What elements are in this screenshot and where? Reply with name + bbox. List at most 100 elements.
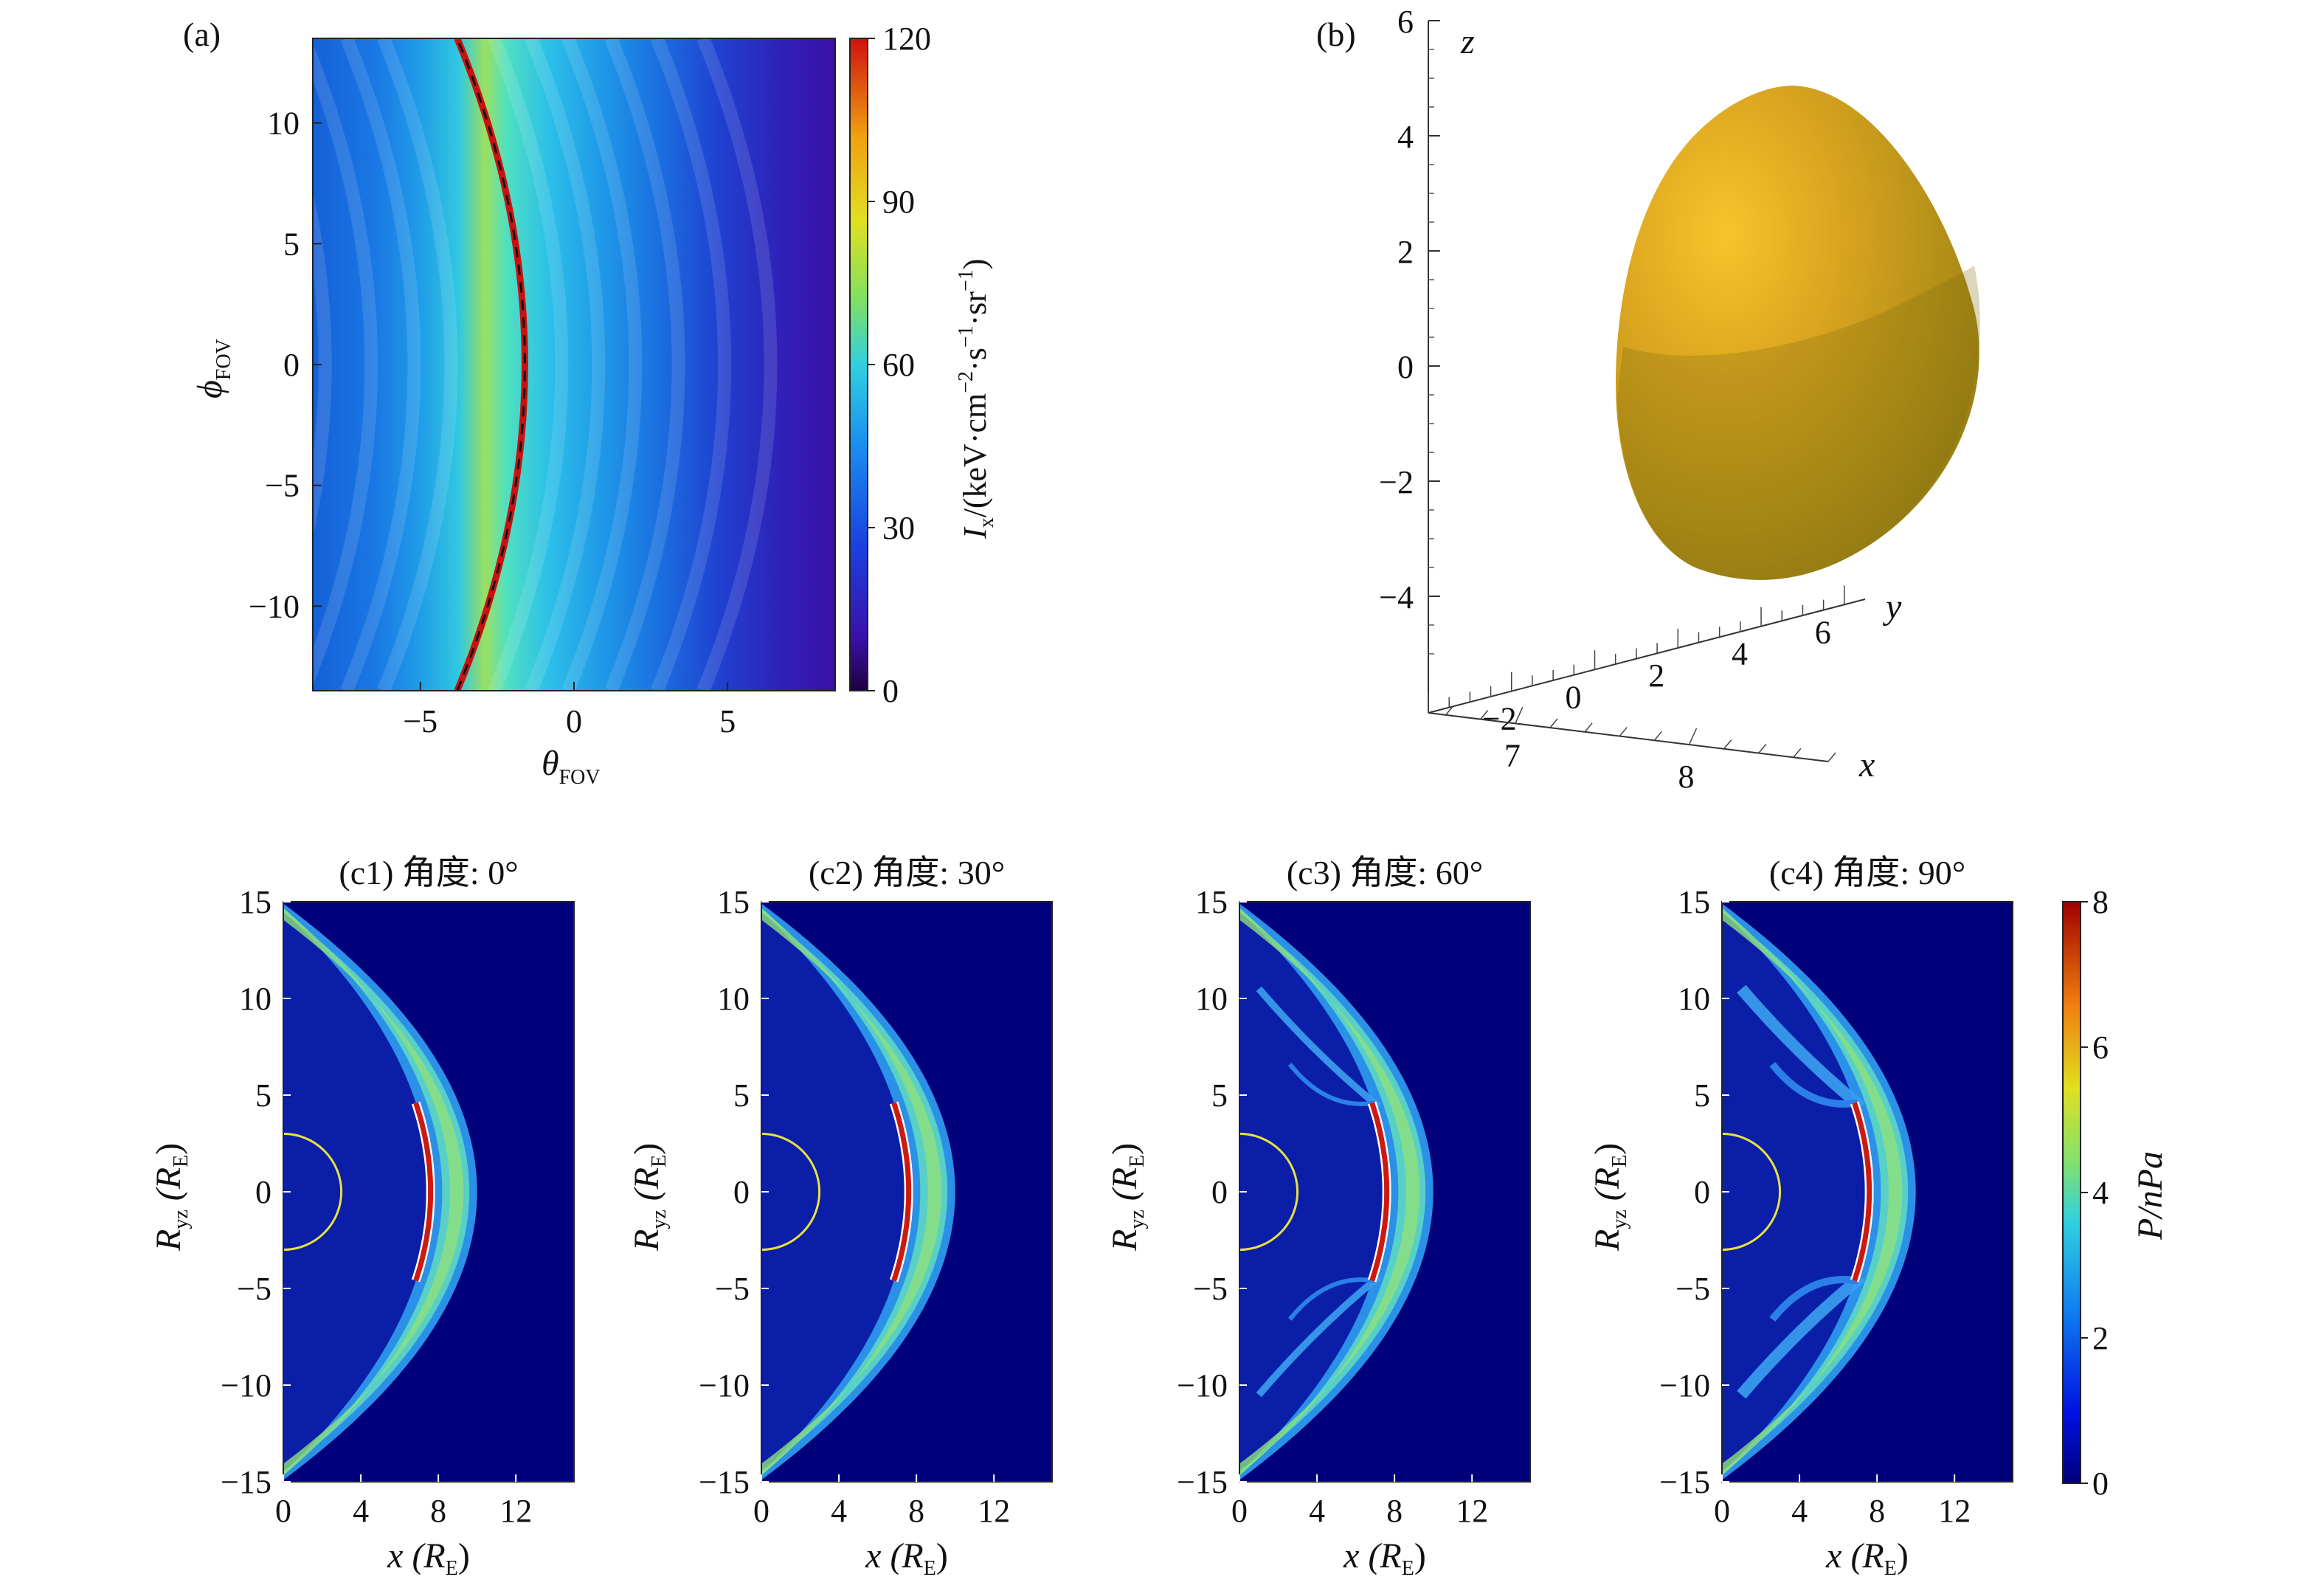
panel-b-surface — [1616, 86, 1979, 580]
panel-a-y-tick-label: −10 — [249, 588, 300, 624]
panel-c-y-tick-label: −5 — [715, 1271, 750, 1307]
panel-b-y-tick-label: 6 — [1815, 614, 1831, 650]
panel-c-colorbar-group: 0 2 4 6 8 P/nPa — [2062, 884, 2170, 1502]
panel-a-band — [377, 38, 458, 691]
panel-b-x-axis — [1428, 712, 1829, 762]
panel-a-y-tick-label: 0 — [283, 347, 300, 383]
panel-a-colorbar-tick-label: 0 — [882, 673, 899, 709]
panel-c-sheath — [761, 903, 955, 1480]
panel-a-heatmap — [313, 38, 835, 691]
panel-c-x-tick-label: 12 — [499, 1493, 532, 1529]
panel-c-inner-region — [1722, 911, 1870, 1473]
panel-a-band — [313, 43, 378, 686]
panel-a-x-tick-label: 5 — [719, 703, 736, 739]
panel-a-band — [340, 38, 421, 691]
panel-c-fov-arc — [891, 1102, 912, 1282]
panel-c-sheath — [1722, 903, 1916, 1480]
panel-a-label: (a) — [183, 15, 221, 53]
panel-c-ylabel: Ryz (RE) — [1105, 1143, 1149, 1252]
panel-c-xlabel: x (RE) — [1343, 1536, 1426, 1580]
panel-c-y-tick-label: 10 — [239, 981, 272, 1017]
panel-b-y-tick-label: 4 — [1732, 636, 1748, 672]
panel-b-z-tick-label: −4 — [1379, 579, 1414, 615]
panel-a-x-ticks: −5 0 5 — [403, 682, 736, 739]
panel-c-fov-arc — [413, 1102, 434, 1282]
panel-b-x-tick — [1758, 744, 1767, 754]
panel-b-x-ticks: 78 — [1445, 705, 1836, 795]
panel-c-y-tick-label: 15 — [1678, 884, 1710, 920]
panel-b-y-tick-label: 0 — [1566, 679, 1582, 715]
panel-a-colorbar-tick-label: 90 — [882, 184, 915, 220]
panel-c-fov-arc — [1852, 1102, 1872, 1282]
panel-c-y-tick-label: 0 — [1694, 1174, 1710, 1210]
panel-c-group: (c1) 角度: 0° 0 4 8 12 −15 −10 −5 0 5 10 15 x (RE) Ryz … — [149, 854, 2013, 1580]
panel-a-colorbar-tick-label: 120 — [882, 21, 931, 57]
panel-b-x-tick — [1793, 748, 1802, 758]
panel-a-colorbar-tick-label: 60 — [882, 347, 915, 383]
panel-b-x-tick — [1619, 727, 1628, 737]
panel-b-z-tick-label: 4 — [1397, 119, 1414, 155]
panel-c-sheath — [1239, 903, 1434, 1480]
panel-c-colorbar-label: P/nPa — [2131, 1151, 2170, 1240]
panel-b-x-tick — [1445, 705, 1454, 716]
panel-c-loop-lower — [1287, 1277, 1376, 1321]
panel-c-inner-region — [1239, 911, 1387, 1473]
panel-c-x-tick-label: 4 — [1791, 1493, 1808, 1529]
panel-c-ylabel: Ryz (RE) — [627, 1143, 671, 1252]
panel-c1-title: (c1) 角度: 0° — [339, 854, 518, 891]
panel-c-loop-upper — [1287, 1063, 1376, 1106]
panel-c4-title: (c4) 角度: 90° — [1769, 854, 1965, 891]
panel-c-y-tick-label: −10 — [1659, 1367, 1710, 1404]
panel-a-band — [525, 38, 606, 691]
panel-c-y-tick-label: 15 — [239, 884, 272, 920]
panel-b-x-tick — [1549, 718, 1558, 728]
panel-c-x-tick-label: 12 — [1938, 1493, 1971, 1529]
panel-b-x-tick — [1480, 710, 1489, 720]
panel-c2: (c2) 角度: 30° 0 4 8 12 −15 −10 −5 0 5 10 15 x (RE) Ryz… — [627, 854, 1053, 1580]
panel-a-band — [313, 191, 332, 538]
panel-a-x-tick-label: 0 — [566, 703, 582, 739]
panel-c-earth-circle — [283, 1132, 343, 1252]
panel-b-y-ticks: −2 0 2 4 6 — [1428, 585, 1845, 737]
panel-c-y-tick-label: −15 — [1177, 1464, 1228, 1500]
panel-a-ylabel: ϕFOV — [190, 339, 235, 398]
panel-c-x-tick-label: 8 — [1386, 1493, 1403, 1529]
panel-b-y-tick-label: −2 — [1482, 701, 1517, 737]
panel-c-x-tick-label: 0 — [1231, 1493, 1248, 1529]
panel-b-x-tick — [1688, 728, 1698, 745]
panel-c-x-tick-label: 0 — [753, 1493, 770, 1529]
panel-c-x-tick-label: 8 — [430, 1493, 446, 1529]
panel-b-x-tick — [1723, 739, 1732, 750]
panel-a-colorbar-label: Ix/(keV·cm−2·s−1·sr−1) — [955, 258, 998, 539]
panel-c3: (c3) 角度: 60° 0 4 8 12 −15 −10 −5 0 5 10 15 x (RE) Ryz… — [1105, 854, 1531, 1580]
panel-c-loop-lower — [1769, 1276, 1858, 1322]
panel-c-x-tick-label: 12 — [1456, 1493, 1488, 1529]
panel-a-band — [651, 38, 732, 691]
panel-c-y-tick-label: −5 — [237, 1271, 272, 1307]
panel-c-colorbar-ticks: 0 2 4 6 8 — [2081, 884, 2109, 1502]
panel-a-band — [604, 38, 685, 691]
panel-c-y-tick-label: 5 — [1694, 1077, 1710, 1114]
panel-b-x-tick — [1653, 731, 1662, 741]
panel-a-colorbar-tick-label: 30 — [882, 510, 915, 546]
panel-c-earth-circle — [761, 1132, 821, 1252]
panel-a-y-tick-label: −5 — [265, 468, 300, 504]
panel-b-y-axis — [1428, 598, 1866, 714]
panel-a-xlabel: θFOV — [542, 744, 601, 789]
panel-c-ylabel: Ryz (RE) — [1588, 1143, 1631, 1252]
panel-b-x-tick — [1827, 752, 1836, 762]
panel-c3-title: (c3) 角度: 60° — [1287, 854, 1483, 891]
panel-c-y-tick-label: 0 — [733, 1174, 750, 1210]
panel-c-cusp-lower — [1737, 1272, 1866, 1399]
panel-c-y-tick-label: −15 — [221, 1464, 272, 1500]
panel-b-z-tick-label: −2 — [1379, 464, 1414, 500]
panel-c1-heatmap — [283, 902, 574, 1482]
panel-c-fov-arc — [1369, 1102, 1390, 1282]
panel-c3-heatmap — [1239, 902, 1530, 1482]
panel-c-colorbar-tick-label: 0 — [2092, 1466, 2109, 1502]
panel-c-cusp-upper — [1737, 984, 1866, 1111]
panel-c-sheath — [283, 903, 477, 1480]
panel-c-y-tick-label: 10 — [717, 981, 750, 1017]
panel-c-y-tick-label: 10 — [1195, 981, 1228, 1017]
